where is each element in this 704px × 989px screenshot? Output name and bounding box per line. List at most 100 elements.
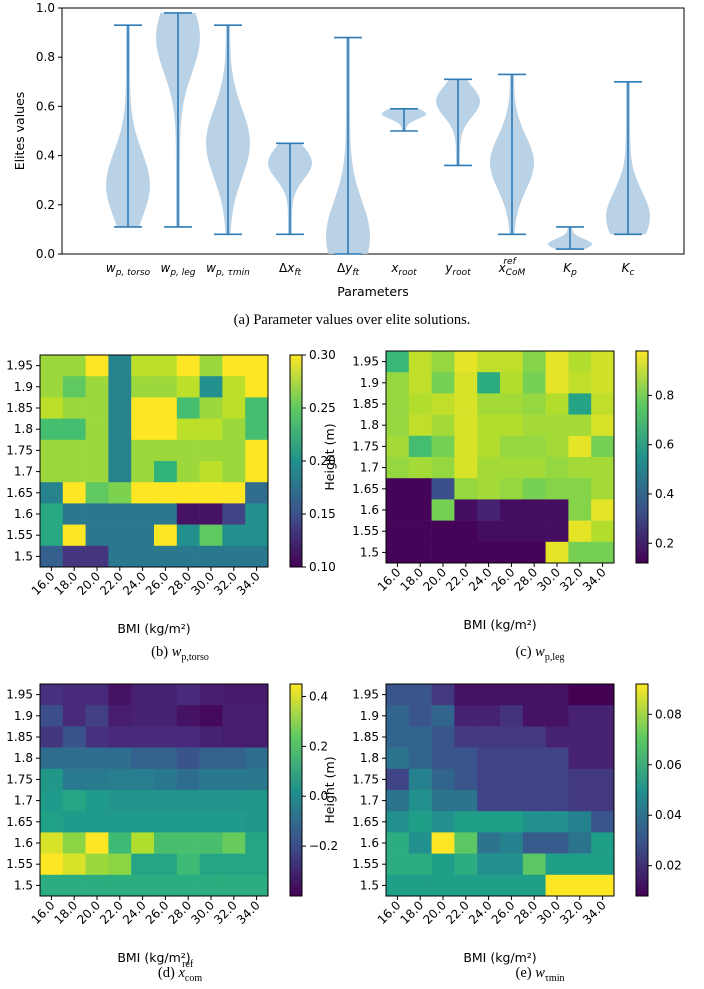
heatmap-cell (245, 355, 269, 377)
colorbar-tick-label: 0.0 (309, 789, 328, 803)
heatmap-cell (154, 439, 178, 462)
heatmap-cell (176, 790, 200, 812)
y-tick-label: 1.85 (352, 730, 379, 744)
heatmap-cell (591, 684, 615, 706)
heatmap-cell (386, 478, 410, 500)
heatmap-cell (477, 351, 501, 373)
heatmap-cell (545, 351, 569, 373)
heatmap-cell (386, 414, 410, 437)
heatmap-cell (500, 874, 524, 897)
heatmap-cell (500, 853, 524, 876)
heatmap-cell (454, 705, 478, 727)
colorbar-tick-label: 0.6 (655, 438, 674, 452)
heatmap-cell (245, 397, 269, 419)
heatmap-cell (40, 747, 64, 770)
heatmap-cell (591, 768, 615, 791)
xtick-w-p-taumin: wp, τmin (206, 261, 250, 278)
xtick-y-root: yroot (444, 261, 471, 278)
heatmap-cell (154, 705, 178, 727)
heatmap-cell (545, 832, 569, 854)
heatmap-x-axis-label: BMI (kg/m²) (117, 621, 190, 636)
heatmap-cell (176, 705, 200, 727)
heatmap-cell (40, 524, 64, 547)
y-tick-label: 1.8 (14, 751, 33, 765)
heatmap-cell (199, 853, 223, 876)
heatmap-cell (386, 790, 410, 812)
heatmap-cell (386, 768, 410, 791)
heatmap-cell (131, 461, 155, 483)
y-tick-label: 1.8 (14, 422, 33, 436)
heatmap-cell (176, 684, 200, 706)
heatmap-cell (386, 705, 410, 727)
heatmap-cell (176, 461, 200, 483)
heatmap-cell (176, 832, 200, 854)
x-tick-label: 30.0 (534, 565, 563, 594)
y-tick-label: 1.0 (36, 1, 55, 15)
heatmap-cell (40, 376, 64, 398)
heatmap-cell (591, 393, 615, 415)
heatmap-cell (40, 768, 64, 791)
heatmap-cell (176, 376, 200, 398)
heatmap-cell (477, 414, 501, 437)
x-tick-label: 22.0 (97, 569, 126, 598)
heatmap-cell (545, 790, 569, 812)
heatmap-cell (500, 684, 524, 706)
y-tick-label: 1.95 (6, 359, 33, 373)
x-tick-label: 28.0 (512, 565, 541, 594)
heatmap-cell (545, 705, 569, 727)
heatmap-cell (108, 439, 132, 462)
heatmap-cell (176, 482, 200, 504)
heatmap-cell (568, 853, 592, 876)
y-tick-label: 1.65 (352, 482, 379, 496)
heatmap-cell (477, 393, 501, 415)
x-tick-label: 26.0 (143, 569, 172, 598)
xtick-w-p-torso: wp, torso (106, 261, 151, 278)
heatmap-cell (591, 478, 615, 500)
heatmap-cell (245, 874, 269, 897)
heatmap-panel-e: 1.95 1.9 1.85 1.8 1.75 1.7 1.65 1.6 1.55 1.5 16.01… (322, 683, 682, 965)
heatmap-cell (500, 790, 524, 812)
heatmap-cell (154, 418, 178, 441)
heatmap-cell (522, 811, 546, 833)
heatmap-cell (454, 768, 478, 791)
heatmap-cell (62, 768, 86, 791)
heatmap-cell (85, 439, 109, 462)
heatmap-cell (591, 435, 615, 458)
heatmap-cell (85, 874, 109, 897)
y-tick-label: 1.75 (6, 772, 33, 786)
heatmap-cell (85, 397, 109, 419)
heatmap-cell (40, 874, 64, 897)
heatmap-cell (454, 832, 478, 854)
heatmap-cell (108, 853, 132, 876)
heatmap-cell (386, 351, 410, 373)
heatmap-cell (199, 418, 223, 441)
x-tick-label: 34.0 (234, 898, 263, 927)
violin-x-axis-label: Parameters (337, 284, 409, 299)
heatmap-cell (522, 478, 546, 500)
violin-axes-frame (61, 7, 685, 255)
x-tick-label: 22.0 (97, 898, 126, 927)
heatmap-cell (454, 457, 478, 479)
heatmap-cell (199, 482, 223, 504)
y-tick-label: 1.8 (360, 418, 379, 432)
heatmap-cell (199, 811, 223, 833)
x-tick-label: 22.0 (443, 565, 472, 594)
y-tick-label: 1.9 (14, 380, 33, 394)
heatmap-cell (500, 351, 524, 373)
heatmap-cell (222, 684, 246, 706)
heatmap-cell (545, 435, 569, 458)
heatmap-cell (545, 499, 569, 521)
x-tick-label: 26.0 (143, 898, 172, 927)
heatmap-cell (522, 874, 546, 897)
heatmap-cell (477, 874, 501, 897)
caption-e: (e) wτmin (516, 965, 565, 984)
heatmap-cell (85, 355, 109, 377)
heatmap-cell (431, 414, 455, 437)
heatmap-cell (222, 355, 246, 377)
heatmap-cell (477, 726, 501, 748)
heatmap-cell (108, 790, 132, 812)
heatmap-cell (245, 461, 269, 483)
heatmap-cell (176, 874, 200, 897)
heatmap-cell (108, 747, 132, 770)
heatmap-cell (477, 499, 501, 521)
